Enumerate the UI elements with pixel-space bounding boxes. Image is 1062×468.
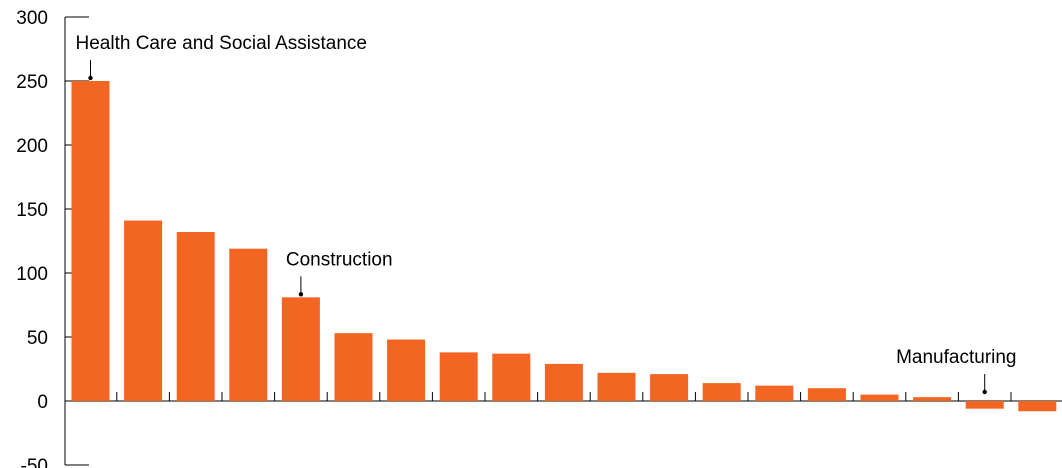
annotation-dot xyxy=(88,75,93,81)
y-tick-label: 250 xyxy=(16,72,48,93)
bar xyxy=(544,363,583,401)
axes: 300 250 200 150 100 50 0 -50 xyxy=(16,8,1062,468)
annotation-dot xyxy=(982,389,987,395)
bar xyxy=(965,401,1004,409)
bar xyxy=(492,353,531,401)
bar xyxy=(439,352,478,401)
bar xyxy=(650,374,689,401)
bar xyxy=(124,220,163,401)
y-tick-label: 100 xyxy=(16,264,48,285)
y-tick-label: 200 xyxy=(16,136,48,157)
annotation-label: Health Care and Social Assistance xyxy=(76,33,368,54)
bar xyxy=(913,397,952,401)
y-tick-label: 300 xyxy=(16,8,48,29)
bar xyxy=(334,333,373,401)
y-tick-label: 150 xyxy=(16,200,48,221)
annotations: Health Care and Social Assistance Constru… xyxy=(76,33,1017,395)
y-tick-label: 0 xyxy=(37,392,48,413)
bar xyxy=(755,385,794,401)
annotation-label: Manufacturing xyxy=(896,347,1016,368)
bars xyxy=(71,81,1057,412)
bar xyxy=(860,394,899,401)
annotation-label: Construction xyxy=(286,249,393,270)
y-tick-label: 50 xyxy=(27,328,48,349)
annotation-dot xyxy=(298,292,304,297)
y-tick-label: -50 xyxy=(21,456,48,468)
bar xyxy=(702,383,741,401)
bar xyxy=(597,372,636,401)
bar xyxy=(71,81,110,401)
bar xyxy=(1018,401,1057,412)
bar xyxy=(387,339,426,401)
bar xyxy=(229,248,268,401)
bar xyxy=(176,232,215,401)
bar xyxy=(281,297,320,401)
bar xyxy=(807,388,846,401)
